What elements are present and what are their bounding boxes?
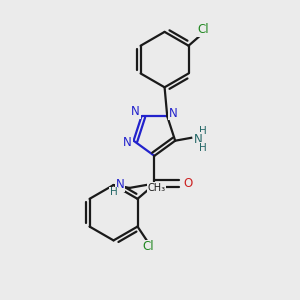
Text: N: N [131, 105, 140, 119]
Text: N: N [123, 136, 132, 149]
Text: N: N [116, 178, 124, 191]
Text: N: N [194, 133, 203, 146]
Text: H: H [199, 125, 207, 136]
Text: H: H [199, 143, 207, 153]
Text: O: O [183, 177, 193, 190]
Text: Cl: Cl [197, 23, 209, 36]
Text: H: H [110, 187, 117, 197]
Text: Cl: Cl [142, 241, 154, 254]
Text: N: N [169, 107, 177, 120]
Text: CH₃: CH₃ [147, 183, 166, 193]
